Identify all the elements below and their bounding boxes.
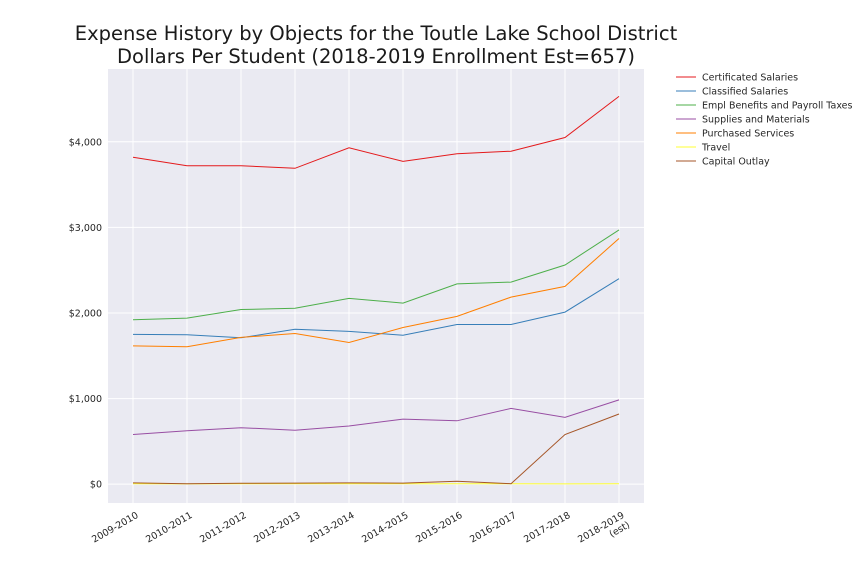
series-line-classified-salaries: [132, 278, 620, 339]
legend-label: Classified Salaries: [702, 87, 788, 98]
plot-area: [108, 69, 644, 503]
series-line-supplies-and-materials: [132, 399, 620, 435]
x-tick-label: 2011-2012: [198, 510, 248, 545]
series-line-purchased-services: [132, 238, 620, 348]
x-tick-label: 2010-2011: [144, 510, 194, 545]
legend-label: Travel: [701, 143, 730, 154]
series-line-capital-outlay: [132, 413, 620, 485]
y-tick-label: $3,000: [69, 223, 102, 234]
x-tick-label: 2015-2016: [414, 510, 464, 545]
x-tick-label: 2018-2019(est): [576, 510, 632, 555]
y-tick-label: $1,000: [69, 394, 102, 405]
legend-label: Supplies and Materials: [702, 115, 810, 126]
x-tick-label: 2009-2010: [90, 510, 140, 545]
series-line-empl-benefits-and-payroll-taxes: [132, 229, 620, 321]
y-tick-label: $0: [90, 480, 102, 491]
legend-label: Capital Outlay: [702, 157, 770, 168]
series-line-certificated-salaries: [132, 96, 620, 169]
chart-title: Expense History by Objects for the Toutl…: [74, 22, 678, 45]
x-tick-label: 2013-2014: [306, 510, 356, 545]
legend-label: Empl Benefits and Payroll Taxes: [702, 101, 853, 112]
y-tick-label: $2,000: [69, 308, 102, 319]
y-tick-label: $4,000: [69, 137, 102, 148]
x-tick-label: 2017-2018: [522, 510, 572, 545]
x-tick-label: 2016-2017: [468, 510, 518, 545]
x-tick-label: 2014-2015: [360, 510, 410, 545]
legend-label: Certificated Salaries: [702, 73, 798, 84]
x-tick-label: 2012-2013: [252, 510, 302, 545]
legend-label: Purchased Services: [702, 129, 794, 140]
chart-subtitle: Dollars Per Student (2018-2019 Enrollmen…: [117, 45, 635, 68]
